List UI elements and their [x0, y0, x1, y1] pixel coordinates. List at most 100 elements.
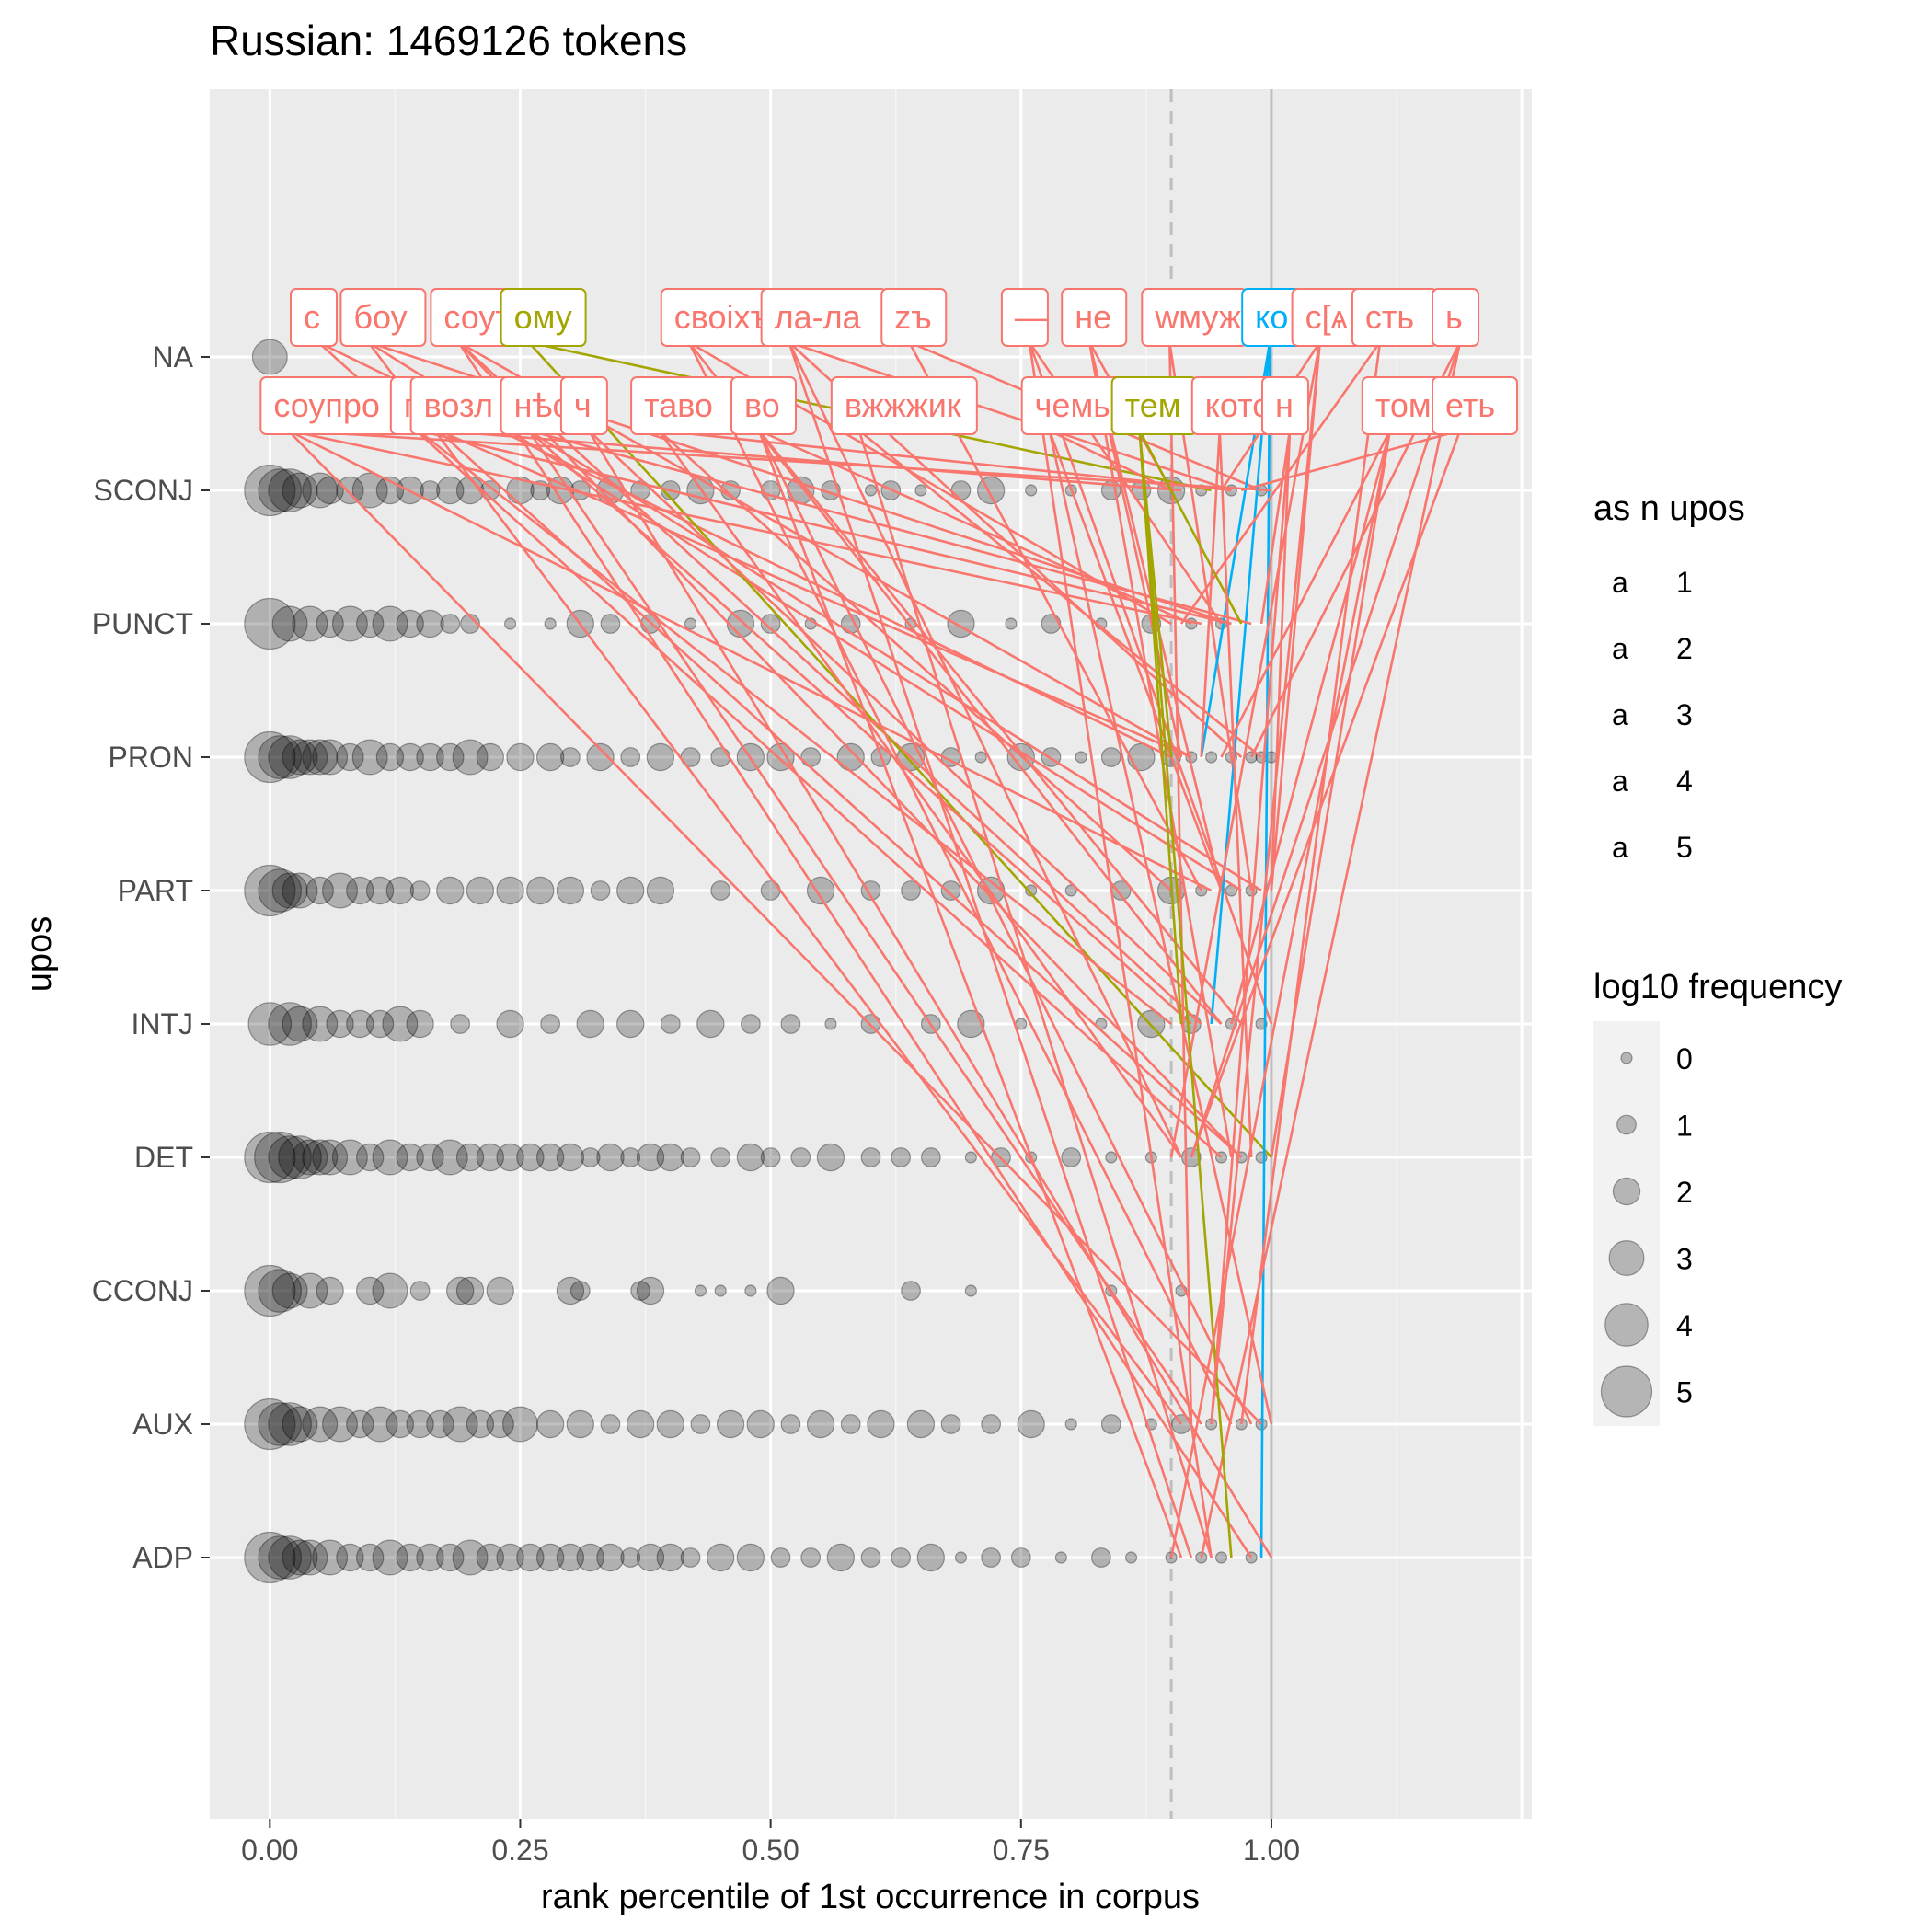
data-point [375, 742, 405, 772]
data-point [362, 1406, 398, 1443]
data-point [316, 609, 344, 638]
data-point [486, 1276, 514, 1305]
data-point [569, 1281, 591, 1301]
token-label: ко [1255, 298, 1288, 336]
data-point [282, 1406, 318, 1443]
connector-line [1168, 341, 1193, 1425]
token-label-box [1000, 288, 1049, 347]
size-legend-keys-bg [1593, 1021, 1660, 1426]
data-point [382, 1006, 419, 1042]
data-point [680, 1547, 701, 1568]
token-label: ч [574, 386, 592, 424]
connector-line [317, 341, 1223, 1158]
connector-line [788, 341, 1183, 1158]
connector-line [1048, 430, 1273, 1425]
data-point [840, 1414, 861, 1434]
data-point [312, 1539, 349, 1576]
token-label-box [289, 288, 338, 347]
y-tick-label: CCONJ [92, 1274, 193, 1307]
token-label: еть [1445, 386, 1495, 424]
data-point [282, 1539, 318, 1576]
data-point [503, 617, 517, 630]
data-point [1075, 751, 1087, 764]
data-point [268, 468, 312, 512]
connector-line [457, 341, 1253, 1558]
data-point [684, 617, 697, 630]
data-point [620, 1147, 641, 1167]
data-point [406, 1009, 434, 1039]
color-legend-key: a [1612, 698, 1628, 731]
data-point [1100, 1414, 1121, 1434]
connector-line [1259, 430, 1292, 625]
data-point [322, 1406, 359, 1443]
data-point [416, 1543, 444, 1572]
connector-line [587, 430, 1273, 1558]
size-legend-label: 0 [1676, 1042, 1693, 1075]
data-point [268, 1002, 312, 1046]
connector-line [287, 430, 1262, 1425]
data-point [258, 868, 303, 913]
data-point [526, 876, 555, 905]
data-point [292, 1539, 328, 1576]
data-point [258, 735, 303, 779]
data-point [271, 872, 308, 909]
y-tick-label: AUX [132, 1408, 193, 1441]
connector-line [1230, 430, 1392, 1025]
y-tick-label: INTJ [131, 1007, 193, 1041]
token-label: ому [514, 298, 572, 336]
data-point [860, 1147, 881, 1167]
token-label-box [880, 288, 948, 347]
data-point [1064, 1418, 1077, 1431]
data-point [744, 1284, 757, 1297]
data-point [746, 1409, 775, 1439]
data-point [396, 609, 424, 638]
data-point [824, 1018, 837, 1030]
token-label: не [1075, 298, 1111, 336]
data-point [901, 880, 921, 901]
connector-line [658, 430, 1183, 1158]
x-tick-label: 0.00 [241, 1834, 298, 1867]
x-axis: 0.00 0.25 0.50 0.75 1.00 [241, 1819, 1300, 1867]
connector-line [1210, 430, 1292, 1425]
connector-line [287, 429, 1213, 892]
connector-line [858, 429, 1262, 759]
size-legend-label: 5 [1676, 1376, 1693, 1409]
data-point [452, 739, 489, 776]
size-legend-label: 3 [1676, 1243, 1693, 1276]
data-point [496, 1009, 524, 1039]
x-tick-label: 0.50 [742, 1834, 799, 1867]
connector-line [1190, 341, 1462, 1158]
data-point [292, 739, 328, 776]
color-legend-key: a [1612, 632, 1628, 665]
token-label: — [1015, 298, 1048, 336]
data-point [916, 1543, 946, 1572]
data-point [420, 480, 441, 500]
data-point [436, 876, 465, 905]
data-point [244, 1264, 296, 1317]
data-point [806, 1409, 835, 1439]
color-legend-label: 4 [1676, 765, 1693, 798]
size-legend-label: 1 [1676, 1110, 1693, 1143]
data-point [312, 739, 349, 776]
data-point [440, 614, 461, 634]
data-point [620, 747, 641, 767]
label-connectors [287, 340, 1462, 1558]
data-point [626, 1409, 655, 1439]
data-point [566, 1409, 594, 1439]
data-point [445, 1276, 475, 1305]
data-point [770, 1547, 791, 1568]
data-point [351, 739, 388, 776]
data-point [836, 742, 865, 772]
data-point [516, 1543, 545, 1572]
connector-line [757, 430, 1253, 1425]
data-point [442, 1406, 478, 1443]
data-point [826, 1543, 856, 1572]
connector-line [457, 341, 1202, 1025]
data-point [244, 464, 296, 517]
data-point [476, 742, 505, 772]
data-point [268, 1535, 312, 1580]
data-point [268, 1135, 312, 1179]
data-point [302, 1006, 339, 1042]
data-point [455, 1143, 485, 1172]
connector-line [1240, 341, 1382, 1425]
